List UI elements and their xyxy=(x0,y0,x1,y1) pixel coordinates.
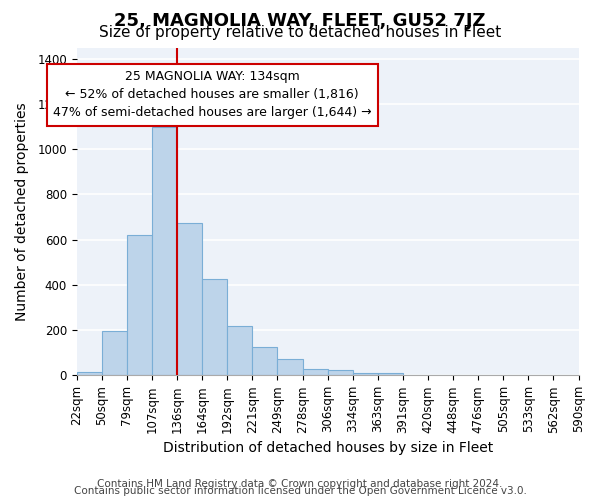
Bar xyxy=(102,331,127,376)
Y-axis label: Number of detached properties: Number of detached properties xyxy=(15,102,29,320)
Text: Contains HM Land Registry data © Crown copyright and database right 2024.: Contains HM Land Registry data © Crown c… xyxy=(97,479,503,489)
Bar xyxy=(127,235,152,376)
X-axis label: Distribution of detached houses by size in Fleet: Distribution of detached houses by size … xyxy=(163,441,493,455)
Bar xyxy=(328,370,353,376)
Bar xyxy=(202,279,227,376)
Bar xyxy=(152,126,177,376)
Bar xyxy=(227,326,253,376)
Text: 25, MAGNOLIA WAY, FLEET, GU52 7JZ: 25, MAGNOLIA WAY, FLEET, GU52 7JZ xyxy=(115,12,485,30)
Bar xyxy=(177,222,202,376)
Bar xyxy=(77,372,102,376)
Text: Size of property relative to detached houses in Fleet: Size of property relative to detached ho… xyxy=(99,25,501,40)
Text: 25 MAGNOLIA WAY: 134sqm
← 52% of detached houses are smaller (1,816)
47% of semi: 25 MAGNOLIA WAY: 134sqm ← 52% of detache… xyxy=(53,70,371,120)
Bar xyxy=(277,360,302,376)
Bar xyxy=(302,368,328,376)
Bar xyxy=(378,373,403,376)
Text: Contains public sector information licensed under the Open Government Licence v3: Contains public sector information licen… xyxy=(74,486,526,496)
Bar xyxy=(253,347,277,376)
Bar xyxy=(353,373,378,376)
